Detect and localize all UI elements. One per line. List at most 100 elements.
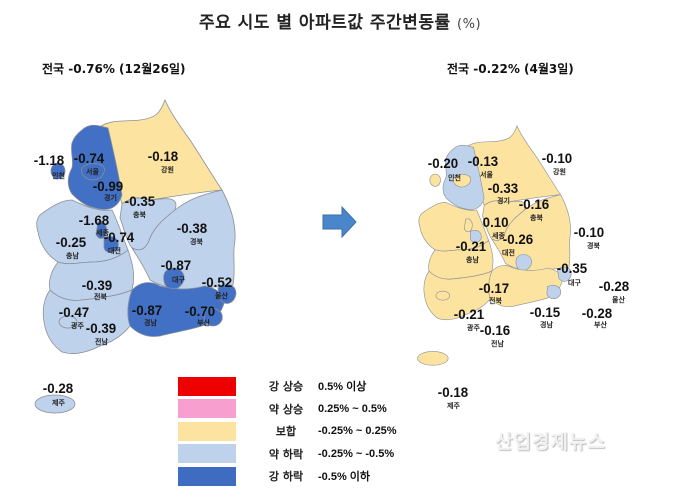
left-label-seoul: 서울 [86,168,99,176]
right-label-chungnam: 충남 [466,256,479,264]
legend-label: 약 상승 [268,402,304,416]
legend-range: -0.5% 이하 [318,471,371,483]
right-label-jeju: 제주 [447,402,460,410]
right-value-seoul: -0.13 [467,153,499,169]
right-region-gwangju [435,290,451,301]
right-value-chungbuk: -0.16 [518,196,550,212]
right-value-gangwon: -0.10 [541,150,573,166]
legend-range: 0.5% 이상 [318,381,367,393]
right-value-sejong: 0.10 [482,214,509,230]
right-value-gwangju: -0.21 [453,306,485,322]
legend-row-strong-fall: 강 하락 -0.5% 이하 [178,465,397,487]
legend-swatch-strong-rise [178,376,236,396]
legend-row-flat: 보합 -0.25% ~ 0.25% [178,420,397,442]
legend-label: 약 하락 [268,447,304,461]
left-label-gyeonggi: 경기 [104,194,117,202]
left-label-gangwon: 강원 [161,166,174,174]
right-value-ulsan: -0.28 [598,278,630,294]
right-value-gyeongnam: -0.15 [529,304,561,320]
left-value-chungnam: -0.25 [55,234,87,250]
left-value-seoul: -0.74 [73,150,105,166]
left-label-gwangju: 광주 [71,322,84,330]
right-region-busan [546,284,562,300]
left-label-chungbuk: 충북 [133,211,146,219]
left-value-gyeonggi: -0.99 [92,178,124,194]
left-value-busan: -0.70 [184,303,216,319]
right-label-gyeongnam: 경남 [540,321,553,329]
right-label-gangwon: 강원 [553,168,566,176]
right-region-ulsan [557,266,572,282]
right-region-seoul [452,174,471,188]
left-label-jeonbuk: 전북 [94,293,107,301]
right-label-jeonbuk: 전북 [489,297,502,305]
right-label-busan: 부산 [594,321,607,329]
right-label-chungbuk: 충북 [530,214,543,222]
right-value-jeonnam: -0.16 [479,322,511,338]
left-region-busan [203,308,223,327]
right-region-jeju [417,351,449,366]
left-value-ulsan: -0.52 [201,274,233,290]
left-region-daegu [163,267,185,291]
left-label-sejong: 세종 [96,229,109,237]
right-region-daegu [515,254,532,272]
legend-range: -0.25% ~ 0.25% [318,425,397,437]
left-value-daegu: -0.87 [160,257,192,273]
right-region-incheon [429,173,441,187]
right-value-gyeongbuk: -0.10 [573,224,605,240]
left-label-incheon: 인천 [52,172,65,180]
left-label-busan: 부산 [197,319,210,327]
watermark: 산업경제뉴스 [495,431,606,453]
legend-label: 강 하락 [268,470,304,483]
left-label-chungnam: 충남 [66,252,79,260]
legend-range: -0.25% ~ -0.5% [318,447,395,460]
right-value-gyeonggi: -0.33 [487,180,519,196]
right-label-jeonnam: 전남 [491,340,504,348]
left-label-ulsan: 울산 [215,292,228,300]
right-label-sejong: 세종 [492,232,505,240]
right-value-incheon: -0.20 [427,155,459,171]
left-value-incheon: -1.18 [33,152,65,168]
right-region-jeonnam [423,270,493,321]
left-region-jeju [34,394,76,414]
left-value-gyeongnam: -0.87 [131,302,163,318]
right-label-gyeonggi: 경기 [497,197,510,205]
legend-swatch-strong-fall [178,466,236,486]
legend-swatch-flat [178,421,236,441]
legend-range: 0.25% ~ 0.5% [318,402,387,415]
left-region-daejeon [103,236,119,253]
left-value-jeonbuk: -0.39 [81,277,113,293]
left-region-seoul [81,162,105,181]
left-value-jeonnam: -0.39 [85,320,117,336]
right-label-gyeongbuk: 경북 [587,242,600,250]
chart-title: 주요 시도 별 아파트값 주간변동률 (%) [0,8,680,33]
right-map-subtitle: 전국 -0.22% (4월3일) [447,62,574,76]
title-unit: (%) [457,17,482,32]
title-main: 주요 시도 별 아파트값 주간변동률 [198,13,451,33]
left-label-jeonnam: 전남 [95,338,108,346]
left-value-gwangju: -0.47 [58,304,90,320]
left-value-daejeon: -0.74 [103,229,135,245]
legend-row-weak-rise: 약 상승 0.25% ~ 0.5% [178,398,397,420]
right-value-jeonbuk: -0.17 [478,280,510,296]
arrow-right-icon [322,205,357,239]
legend-row-strong-rise: 강 상승 0.5% 이상 [178,375,397,397]
left-value-gyeongbuk: -0.38 [176,220,208,236]
left-korea-map [34,98,237,414]
right-korea-map [417,125,572,366]
legend-swatch-weak-rise [178,399,236,418]
left-label-daejeon: 대전 [108,247,121,255]
right-value-daegu: -0.35 [556,260,588,276]
right-value-chungnam: -0.21 [455,238,487,254]
right-label-ulsan: 울산 [612,296,625,304]
legend-row-weak-fall: 약 하락 -0.25% ~ -0.5% [178,443,397,465]
right-region-daejeon [470,229,482,243]
right-label-seoul: 서울 [480,171,493,179]
left-region-gwangju [58,315,78,329]
right-label-daejeon: 대전 [502,249,515,257]
legend-label: 강 상승 [268,380,304,393]
left-region-ulsan [217,284,237,304]
right-value-busan: -0.28 [581,305,613,321]
left-value-jeju: -0.28 [42,380,74,396]
right-value-daejeon: -0.26 [502,231,534,247]
left-region-incheon [50,162,66,180]
